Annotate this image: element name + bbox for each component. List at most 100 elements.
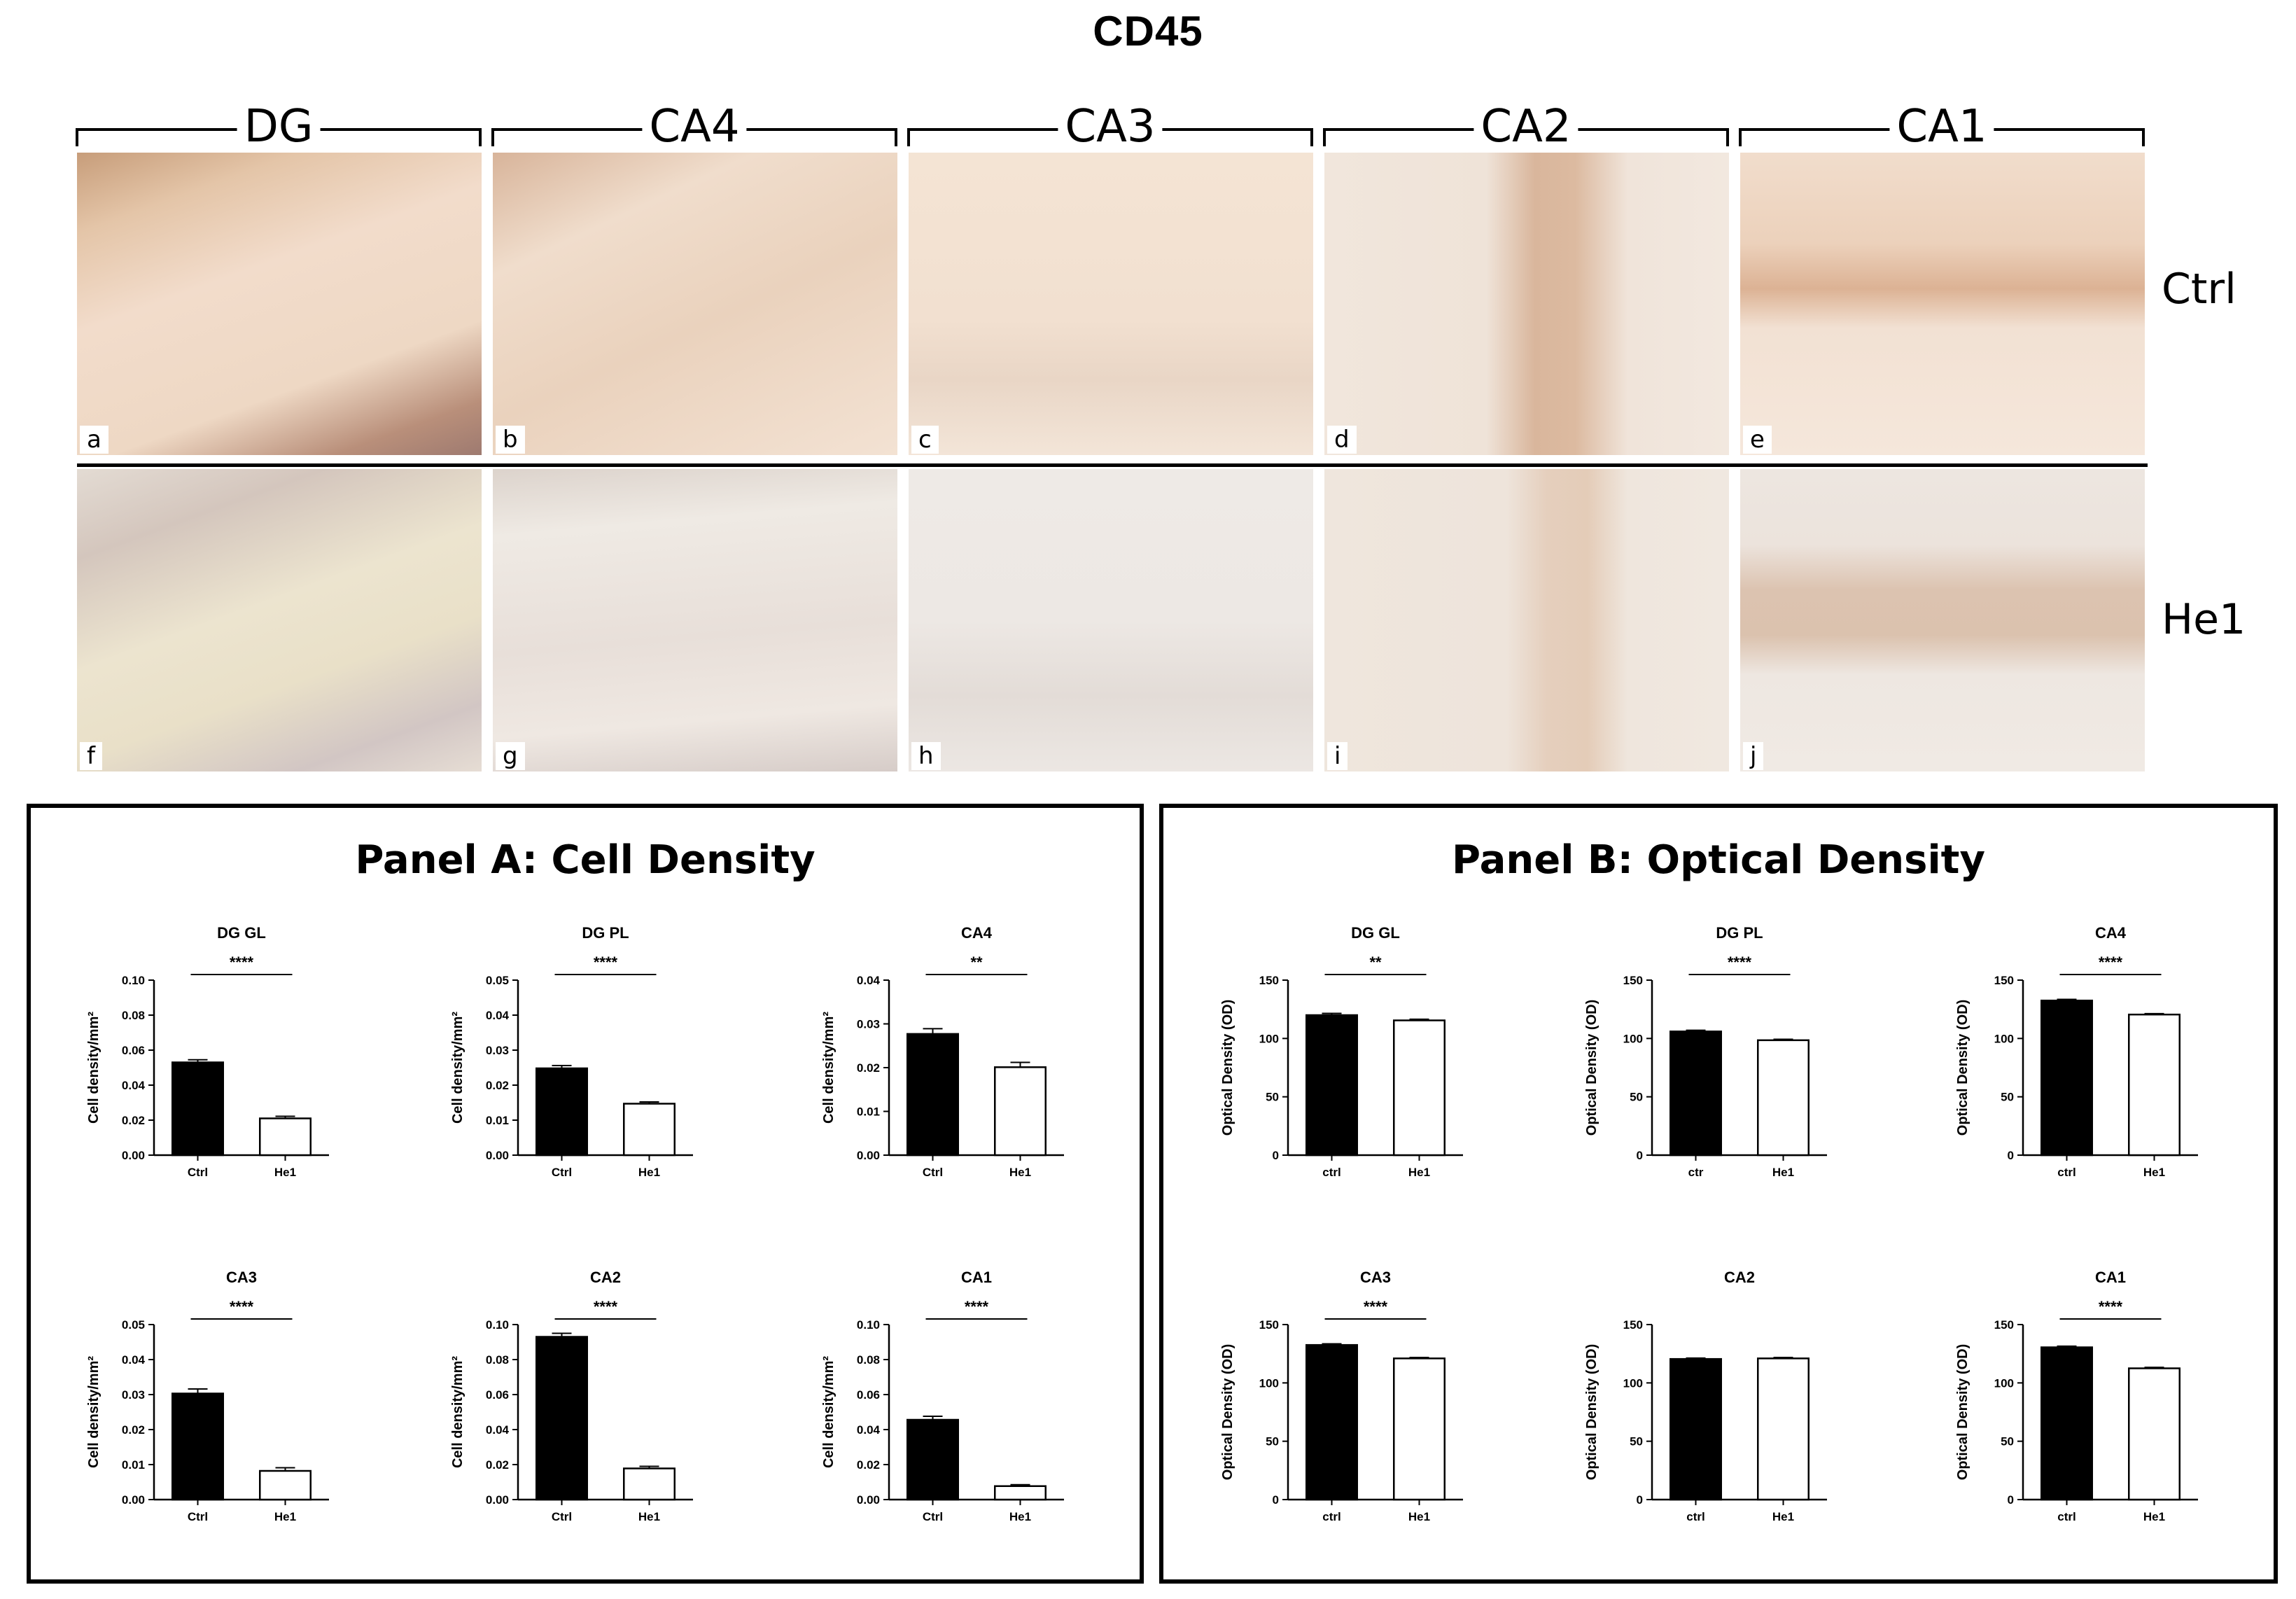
micrograph-b: b <box>493 153 897 455</box>
y-axis-label: Cell density/mm² <box>86 1356 102 1468</box>
region-bracket-ca4: CA4 <box>491 101 897 153</box>
y-tick-label: 0.06 <box>486 1388 509 1402</box>
y-tick-label: 0.10 <box>857 1318 880 1332</box>
significance-label: **** <box>230 1298 254 1315</box>
y-tick-label: 0.08 <box>122 1009 145 1022</box>
y-tick-label: 0.02 <box>486 1079 509 1092</box>
bar-ctrl <box>1670 1031 1722 1157</box>
chart-title: CA2 <box>590 1269 621 1286</box>
y-tick-label: 50 <box>1266 1435 1279 1448</box>
y-tick-label: 100 <box>1623 1032 1643 1045</box>
chart-title: DG GL <box>1351 924 1400 942</box>
chart-b-ca4: CA4 0 50 100 150 Optical Density (OD) ctrl He1 *… <box>1955 924 2198 1179</box>
y-tick-label: 0.00 <box>486 1149 509 1162</box>
micrograph-letter-e: e <box>1743 426 1772 454</box>
y-tick-label: 50 <box>2001 1091 2014 1104</box>
y-tick-label: 150 <box>1994 1318 2014 1332</box>
significance-label: **** <box>594 954 618 971</box>
chart-title: CA3 <box>1360 1269 1391 1286</box>
region-bracket-ca2: CA2 <box>1323 101 1729 153</box>
y-tick-label: 100 <box>1994 1376 2014 1390</box>
micrograph-letter-i: i <box>1327 742 1348 770</box>
micrograph-letter-j: j <box>1743 742 1764 770</box>
x-tick-label: ctrl <box>1322 1510 1340 1523</box>
chart-b-ca3: CA3 0 50 100 150 Optical Density (OD) ctrl He1 *… <box>1220 1269 1463 1523</box>
x-tick-label: He1 <box>1408 1166 1430 1179</box>
row-label-ctrl: Ctrl <box>2162 265 2236 314</box>
y-tick-label: 0.02 <box>122 1114 145 1127</box>
y-tick-label: 0 <box>1273 1493 1279 1507</box>
x-tick-label: He1 <box>1772 1166 1794 1179</box>
bar-ctrl <box>2040 999 2093 1157</box>
y-tick-label: 0.08 <box>857 1353 880 1367</box>
x-tick-label: Ctrl <box>923 1166 943 1179</box>
micrograph-h: h <box>909 469 1313 771</box>
micrograph-letter-f: f <box>80 742 102 770</box>
y-tick-label: 0.05 <box>122 1318 145 1332</box>
micrograph-g: g <box>493 469 897 771</box>
chart-title: DG GL <box>217 924 266 942</box>
y-axis-label: Cell density/mm² <box>450 1356 465 1468</box>
y-tick-label: 50 <box>1630 1435 1643 1448</box>
significance-label: **** <box>2099 1298 2123 1315</box>
panel-b: Panel B: Optical Density <box>1159 804 2278 1584</box>
micrograph-j: j <box>1740 469 2145 771</box>
chart-title: DG PL <box>1716 924 1763 942</box>
y-axis-label: Optical Density (OD) <box>1220 1000 1236 1136</box>
y-axis-label: Optical Density (OD) <box>1584 1000 1600 1136</box>
x-tick-label: ctrl <box>2057 1166 2076 1179</box>
chart-b-ca1: CA1 0 50 100 150 Optical Density (OD) ctrl He1 *… <box>1955 1269 2198 1523</box>
y-tick-label: 0.03 <box>486 1044 509 1057</box>
micrograph-d: d <box>1324 153 1729 455</box>
x-tick-label: He1 <box>1009 1166 1031 1179</box>
bar-ctrl <box>536 1067 588 1157</box>
region-bracket-ca3: CA3 <box>907 101 1313 153</box>
y-tick-label: 0.04 <box>486 1423 510 1437</box>
bar-ctrl <box>2040 1346 2093 1501</box>
x-tick-label: Ctrl <box>552 1510 572 1523</box>
chart-b-dg-gl: DG GL 0 50 100 150 Optical Density (OD) ctrl He… <box>1220 924 1463 1179</box>
x-tick-label: He1 <box>2143 1166 2165 1179</box>
y-tick-label: 0.08 <box>486 1353 509 1367</box>
x-tick-label: ctr <box>1688 1166 1704 1179</box>
y-tick-label: 0.04 <box>122 1079 146 1092</box>
bar-he1 <box>1757 1357 1809 1501</box>
bar-he1 <box>994 1485 1046 1501</box>
y-tick-label: 0.01 <box>486 1114 509 1127</box>
panel-b-title: Panel B: Optical Density <box>1452 837 1985 883</box>
chart-title: CA1 <box>2095 1269 2126 1286</box>
y-tick-label: 0.10 <box>122 974 145 987</box>
bar-he1 <box>2128 1013 2180 1157</box>
figure-title: CD45 <box>1093 8 1203 55</box>
significance-label: **** <box>1728 954 1752 971</box>
y-tick-label: 0.00 <box>122 1493 145 1507</box>
bar-he1 <box>1393 1019 1446 1157</box>
x-tick-label: He1 <box>1772 1510 1794 1523</box>
row-label-he1: He1 <box>2162 595 2246 644</box>
bar-he1 <box>1393 1357 1446 1501</box>
region-bracket-dg: DG <box>76 101 482 153</box>
micrograph-letter-b: b <box>496 426 525 454</box>
y-tick-label: 150 <box>1623 974 1643 987</box>
chart-title: CA4 <box>961 924 993 942</box>
chart-a-dg-gl: DG GL 0.00 0.02 0.04 0.06 0.08 0.10 Cell densit… <box>86 924 329 1179</box>
y-tick-label: 100 <box>1623 1376 1643 1390</box>
micrograph-a: a <box>77 153 482 455</box>
x-tick-label: Ctrl <box>188 1510 208 1523</box>
y-axis-label: Optical Density (OD) <box>1584 1344 1600 1480</box>
y-tick-label: 0.00 <box>486 1493 509 1507</box>
region-label-ca3: CA3 <box>1058 101 1163 153</box>
chart-a-dg-pl: DG PL 0.00 0.01 0.02 0.03 0.04 0.05 Cell densit… <box>450 924 693 1179</box>
y-tick-label: 0.01 <box>122 1458 145 1472</box>
y-tick-label: 150 <box>1259 1318 1279 1332</box>
micrograph-letter-d: d <box>1327 426 1357 454</box>
x-tick-label: ctrl <box>1686 1510 1704 1523</box>
y-tick-label: 0.00 <box>857 1493 880 1507</box>
bar-ctrl <box>172 1061 224 1157</box>
micrograph-letter-a: a <box>80 426 108 454</box>
x-tick-label: He1 <box>274 1510 296 1523</box>
bar-ctrl <box>1306 1343 1358 1501</box>
bar-ctrl <box>536 1336 588 1501</box>
bar-ctrl <box>172 1392 224 1501</box>
y-tick-label: 0 <box>2008 1493 2014 1507</box>
